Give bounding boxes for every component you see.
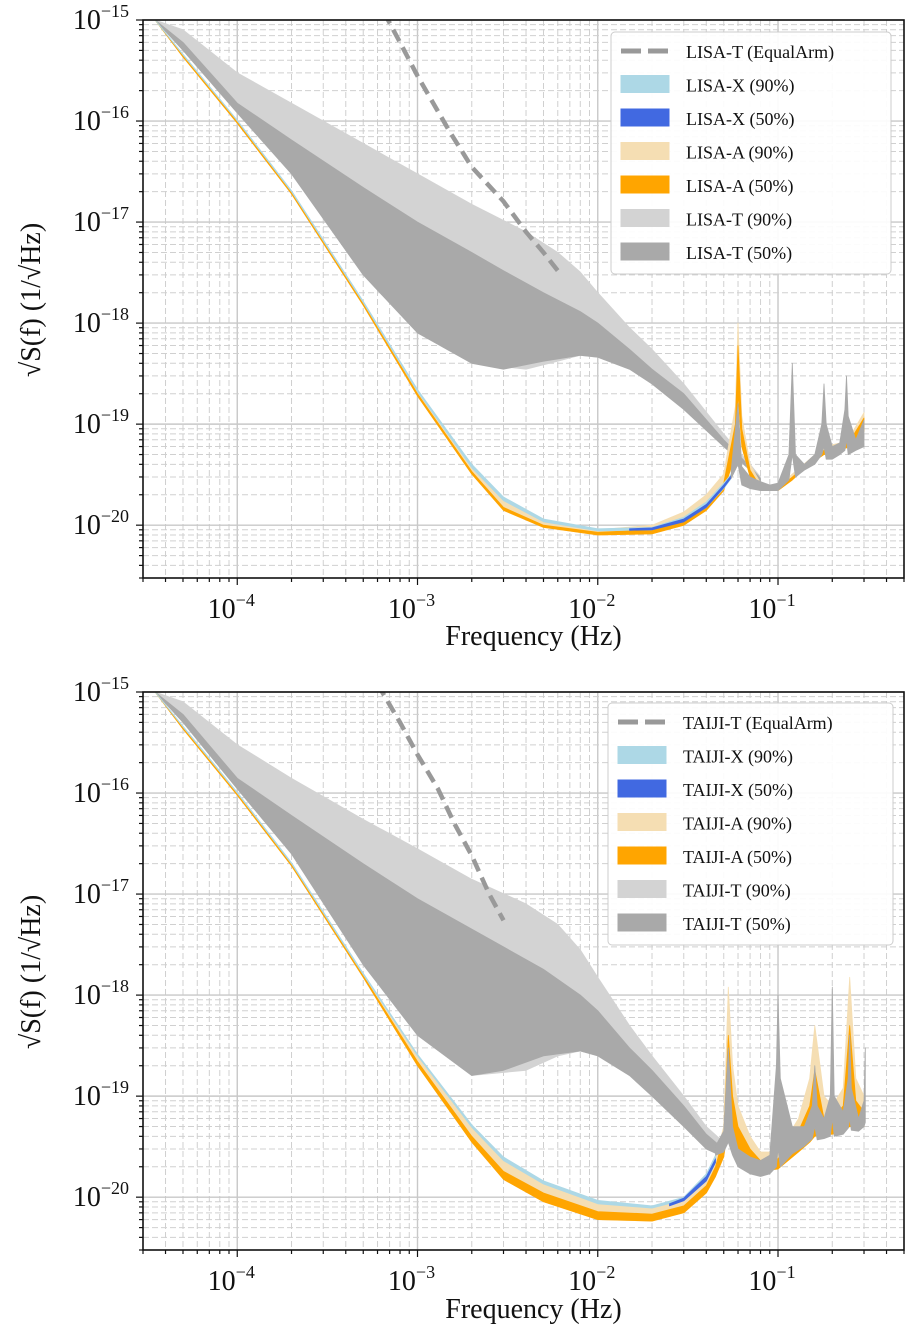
x-tick-label: 10−2 [568,590,615,625]
y-tick-label: 10−15 [73,1,129,36]
legend-color-swatch [617,813,667,831]
bands [154,692,866,1222]
legend-item: TAIJI-T (50%) [617,913,791,935]
legend-item: LISA-A (90%) [620,142,793,164]
band-taiji-x-50 [669,1158,716,1207]
axes-frame [142,19,905,579]
y-axis-title: √S(f) (1/√Hz) [16,223,47,377]
legend-label: TAIJI-A (50%) [683,847,792,868]
legend-color-swatch [620,242,670,261]
legend-color-swatch [620,209,670,227]
legend-label: TAIJI-A (90%) [683,814,792,835]
y-tick-label: 10−15 [73,673,129,708]
legend-label: TAIJI-T (90%) [683,881,791,902]
x-tick-label: 10−1 [748,590,795,625]
x-axis-title: Frequency (Hz) [445,1294,621,1325]
y-tick-label: 10−20 [73,506,129,541]
legend-box [607,702,894,946]
legend-item: TAIJI-X (90%) [617,746,793,768]
band-lisa-t-50 [154,20,761,482]
legend-color-swatch [620,142,670,160]
legend-label: LISA-T (90%) [686,210,792,231]
y-tick-label: 10−18 [73,976,129,1011]
legend-color-swatch [617,913,667,932]
band-taiji-t-peaks [715,986,866,1177]
legend-label: TAIJI-T (50%) [683,914,791,935]
legend-item: LISA-X (90%) [620,75,794,97]
legend-label: LISA-T (EqualArm) [686,42,834,63]
legend-color-swatch [620,75,670,93]
x-tick-label: 10−3 [388,1262,435,1297]
legend-color-swatch [617,880,667,898]
y-tick-label: 10−17 [73,203,129,238]
axes-frame [142,691,905,1251]
x-tick-label: 10−3 [388,590,435,625]
chart-panel-2: 10−4 10−3 10−2 10−1 10−15 10−16 10−17 10−18 10−1… [16,673,905,1325]
legend: LISA-T (EqualArm) LISA-X (90%) LISA-X (50%… [610,31,892,275]
legend-item: LISA-T (90%) [620,209,792,231]
legend-item: LISA-X (50%) [620,108,794,130]
legend-item: TAIJI-T (EqualArm) [618,713,833,734]
legend-label: LISA-A (90%) [686,143,793,164]
x-tick-label: 10−2 [568,1262,615,1297]
legend-item: LISA-T (50%) [620,242,792,264]
legend-box [610,31,892,275]
chart-panel-1: 10−4 10−3 10−2 10−1 10−15 10−16 10−17 10−18 10−1… [16,1,905,652]
legend-item: TAIJI-A (90%) [617,813,792,835]
x-tick-label: 10−4 [208,1262,255,1297]
legend-item: LISA-A (50%) [620,175,793,197]
x-tick-label: 10−1 [748,1262,795,1297]
legend-item: TAIJI-A (50%) [617,846,792,868]
legend: TAIJI-T (EqualArm) TAIJI-X (90%) TAIJI-X (… [607,702,894,946]
legend-label: TAIJI-X (90%) [683,747,793,768]
y-tick-label: 10−16 [73,102,129,137]
dashed-line-equal-arm [385,20,560,273]
x-tick-label: 10−4 [208,590,255,625]
y-tick-label: 10−18 [73,304,129,339]
legend-item: LISA-T (EqualArm) [621,42,834,63]
y-axis-title: √S(f) (1/√Hz) [16,895,47,1049]
legend-label: LISA-X (90%) [686,76,794,97]
legend-item: TAIJI-X (50%) [617,779,793,801]
y-tick-label: 10−19 [73,1077,129,1112]
legend-color-swatch [617,746,667,764]
legend-label: TAIJI-X (50%) [683,780,793,801]
bands [154,20,865,536]
y-tick-label: 10−19 [73,405,129,440]
band-lisa-t-peaks [730,362,865,491]
y-tick-label: 10−16 [73,774,129,809]
legend-color-swatch [617,779,667,798]
y-tick-label: 10−20 [73,1178,129,1213]
legend-label: LISA-X (50%) [686,109,794,130]
legend-label: LISA-A (50%) [686,176,793,197]
legend-color-swatch [620,175,670,194]
x-axis-title: Frequency (Hz) [445,621,621,652]
legend-label: LISA-T (50%) [686,243,792,264]
legend-color-swatch [617,846,667,865]
band-taiji-x-90 [154,692,716,1209]
y-tick-label: 10−17 [73,875,129,910]
legend-label: TAIJI-T (EqualArm) [683,713,833,734]
legend-color-swatch [620,108,670,127]
dashed-line-equal-arm [379,692,506,922]
legend-item: TAIJI-T (90%) [617,880,791,902]
